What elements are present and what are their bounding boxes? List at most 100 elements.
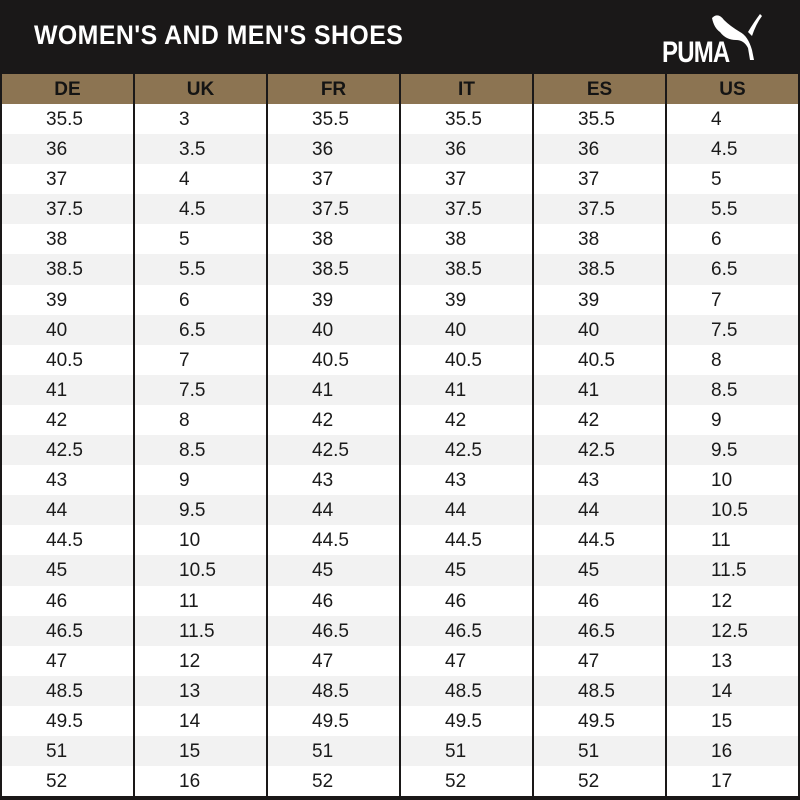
table-body: 35.5 3 35.5 35.5 35.5 4 36 3.5 36 36 36 4.5 37 4 37 37 3… (2, 104, 798, 797)
cell-de: 41 (2, 374, 135, 405)
cell-us: 12.5 (711, 620, 748, 642)
table-row: 46.5 11.5 46.5 46.5 46.5 12.5 (2, 615, 798, 646)
cell-uk: 8.5 (135, 435, 268, 466)
cell-fr: 40 (268, 314, 401, 345)
cell-es: 36 (534, 134, 667, 165)
table-row: 47 12 47 47 47 13 (2, 645, 798, 676)
cell-es: 49.5 (534, 705, 667, 736)
cell-us: 12 (711, 590, 733, 612)
cell-de: 49.5 (2, 705, 135, 736)
cell-de: 46 (2, 585, 135, 616)
cell-fr: 44.5 (268, 525, 401, 556)
table-row: 51 15 51 51 51 16 (2, 735, 798, 767)
cell-us: 11.5 (711, 560, 747, 582)
table-row: 40 6.5 40 40 40 7.5 (2, 314, 798, 345)
table-row: 37 4 37 37 37 5 (2, 164, 798, 195)
cell-uk: 3 (135, 104, 268, 135)
table-row: 38 5 38 38 38 6 (2, 224, 798, 255)
cell-fr: 37 (268, 164, 401, 195)
cell-de: 52 (2, 766, 135, 797)
cell-de: 37.5 (2, 194, 135, 225)
cell-es: 38.5 (534, 254, 667, 285)
table-row: 36 3.5 36 36 36 4.5 (2, 134, 798, 165)
cell-es: 40.5 (534, 344, 667, 375)
cell-de: 43 (2, 465, 135, 496)
cell-it: 44 (401, 495, 534, 526)
table-row: 48.5 13 48.5 48.5 48.5 14 (2, 675, 798, 706)
cell-it: 38.5 (401, 254, 534, 285)
cell-us: 8 (711, 349, 722, 371)
cell-de: 38 (2, 224, 135, 255)
cell-it: 41 (401, 374, 534, 405)
column-header-us: US (719, 79, 746, 100)
table-row: 52 16 52 52 52 17 (2, 766, 798, 797)
cell-us: 10 (711, 470, 733, 492)
cell-de: 51 (2, 735, 135, 767)
cell-fr: 51 (268, 735, 401, 767)
cell-it: 40.5 (401, 344, 534, 375)
table-row: 41 7.5 41 41 41 8.5 (2, 374, 798, 405)
puma-logo: PUMA (660, 10, 770, 70)
cell-us: 11 (711, 530, 731, 552)
table-row: 44 9.5 44 44 44 10.5 (2, 495, 798, 526)
cell-us: 15 (711, 710, 733, 732)
cell-it: 49.5 (401, 705, 534, 736)
table-row: 40.5 7 40.5 40.5 40.5 8 (2, 344, 798, 375)
cell-uk: 14 (135, 705, 268, 736)
cell-us: 7 (711, 289, 722, 311)
cell-es: 41 (534, 374, 667, 405)
cell-fr: 36 (268, 134, 401, 165)
cell-de: 44 (2, 495, 135, 526)
cell-uk: 10 (135, 525, 268, 556)
cell-fr: 49.5 (268, 705, 401, 736)
cell-fr: 45 (268, 555, 401, 586)
cell-fr: 42.5 (268, 435, 401, 466)
cell-fr: 43 (268, 465, 401, 496)
cell-us: 5.5 (711, 199, 738, 221)
cell-es: 42 (534, 404, 667, 436)
cell-uk: 4 (135, 164, 268, 195)
cell-fr: 41 (268, 374, 401, 405)
cell-de: 39 (2, 284, 135, 315)
table-row: 45 10.5 45 45 45 11.5 (2, 555, 798, 586)
cell-it: 39 (401, 284, 534, 315)
column-header-de: DE (2, 74, 135, 104)
cell-it: 37.5 (401, 194, 534, 225)
cell-es: 46 (534, 585, 667, 616)
cell-uk: 12 (135, 645, 268, 676)
cell-de: 46.5 (2, 615, 135, 646)
cell-de: 42.5 (2, 435, 135, 466)
cell-de: 44.5 (2, 525, 135, 556)
page-title: WOMEN'S AND MEN'S SHOES (34, 20, 404, 50)
cell-us: 4 (711, 109, 722, 130)
cell-it: 38 (401, 224, 534, 255)
cell-de: 42 (2, 404, 135, 436)
cell-es: 46.5 (534, 615, 667, 646)
cell-us: 6 (711, 229, 722, 251)
cell-it: 51 (401, 735, 534, 767)
size-chart-table: DE UK FR IT ES US 35.5 3 35.5 35.5 35.5 4 36 3.5 36 36… (2, 74, 798, 798)
cell-us: 7.5 (711, 319, 738, 341)
cell-uk: 6 (135, 284, 268, 315)
cell-us: 9 (711, 409, 722, 431)
column-header-uk: UK (135, 74, 268, 104)
cell-it: 47 (401, 645, 534, 676)
cell-de: 40.5 (2, 344, 135, 375)
table-row: 43 9 43 43 43 10 (2, 465, 798, 496)
cell-us: 14 (711, 680, 733, 702)
table-row: 44.5 10 44.5 44.5 44.5 11 (2, 525, 798, 556)
cell-us: 17 (711, 771, 733, 793)
cell-uk: 9.5 (135, 495, 268, 526)
table-row: 39 6 39 39 39 7 (2, 284, 798, 315)
cell-us: 10.5 (711, 500, 748, 522)
cell-uk: 11.5 (135, 615, 268, 646)
cell-uk: 7 (135, 344, 268, 375)
cell-it: 52 (401, 766, 534, 797)
table-row: 49.5 14 49.5 49.5 49.5 15 (2, 705, 798, 736)
cell-es: 42.5 (534, 435, 667, 466)
table-row: 42 8 42 42 42 9 (2, 404, 798, 436)
cell-es: 39 (534, 284, 667, 315)
cell-it: 48.5 (401, 675, 534, 706)
cell-it: 44.5 (401, 525, 534, 556)
cell-de: 35.5 (2, 104, 135, 135)
